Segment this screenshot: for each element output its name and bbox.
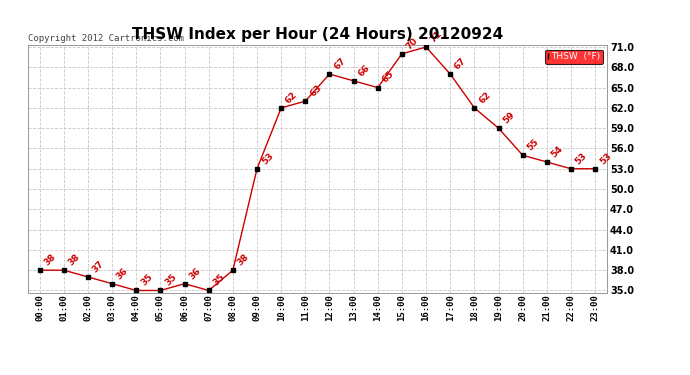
Text: 36: 36 (115, 266, 130, 281)
Text: Copyright 2012 Cartronics.com: Copyright 2012 Cartronics.com (28, 33, 184, 42)
Text: 62: 62 (477, 90, 493, 105)
Text: 35: 35 (164, 273, 179, 288)
Text: 53: 53 (574, 151, 589, 166)
Text: 59: 59 (502, 110, 517, 125)
Text: 67: 67 (453, 56, 469, 71)
Text: 53: 53 (260, 151, 275, 166)
Legend: THSW  (°F): THSW (°F) (545, 50, 602, 64)
Text: 71: 71 (429, 29, 444, 44)
Text: 37: 37 (91, 259, 106, 274)
Text: 36: 36 (188, 266, 203, 281)
Text: 38: 38 (43, 252, 58, 267)
Text: 53: 53 (598, 151, 613, 166)
Text: 70: 70 (405, 36, 420, 51)
Text: 55: 55 (526, 137, 541, 153)
Text: 66: 66 (357, 63, 372, 78)
Text: 35: 35 (212, 273, 227, 288)
Text: 63: 63 (308, 83, 324, 98)
Text: 54: 54 (550, 144, 565, 159)
Text: 62: 62 (284, 90, 299, 105)
Text: 38: 38 (67, 252, 82, 267)
Text: 38: 38 (236, 252, 251, 267)
Text: 67: 67 (333, 56, 348, 71)
Text: 65: 65 (381, 70, 396, 85)
Text: 35: 35 (139, 273, 155, 288)
Title: THSW Index per Hour (24 Hours) 20120924: THSW Index per Hour (24 Hours) 20120924 (132, 27, 503, 42)
